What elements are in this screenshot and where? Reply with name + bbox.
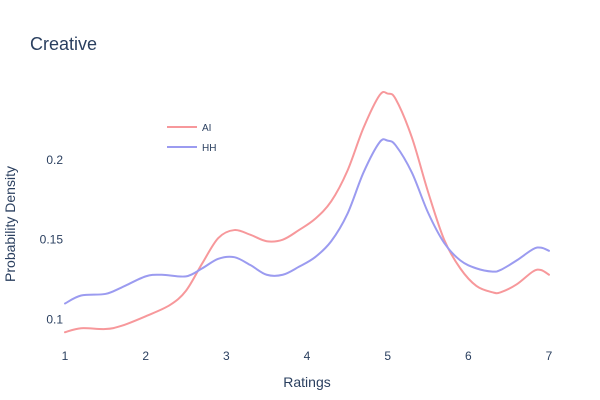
legend-label: AI [202, 123, 211, 134]
chart-title: Creative [30, 34, 97, 54]
legend-item-ai[interactable]: AI [167, 123, 211, 134]
x-tick-label: 5 [384, 349, 391, 363]
series-line-ai [64, 90, 550, 334]
y-tick-label: 0.15 [40, 233, 64, 247]
x-tick-label: 3 [223, 349, 230, 363]
x-tick-label: 6 [465, 349, 472, 363]
y-tick-label: 0.2 [46, 153, 63, 167]
y-axis-title: Probability Density [2, 166, 18, 282]
legend-label: HH [202, 143, 216, 154]
x-axis-ticks: 1 2 3 4 5 6 7 [62, 349, 553, 363]
x-tick-label: 7 [546, 349, 553, 363]
x-tick-label: 1 [62, 349, 69, 363]
y-tick-label: 0.1 [46, 312, 63, 326]
series-line-hh [64, 138, 550, 305]
x-axis-title: Ratings [283, 374, 330, 390]
y-axis-ticks: 0.1 0.15 0.2 [40, 153, 64, 327]
series-layer [64, 90, 550, 334]
legend-item-hh[interactable]: HH [167, 143, 216, 154]
x-tick-label: 4 [304, 349, 311, 363]
x-tick-label: 2 [142, 349, 149, 363]
legend[interactable]: AI HH [167, 123, 216, 154]
